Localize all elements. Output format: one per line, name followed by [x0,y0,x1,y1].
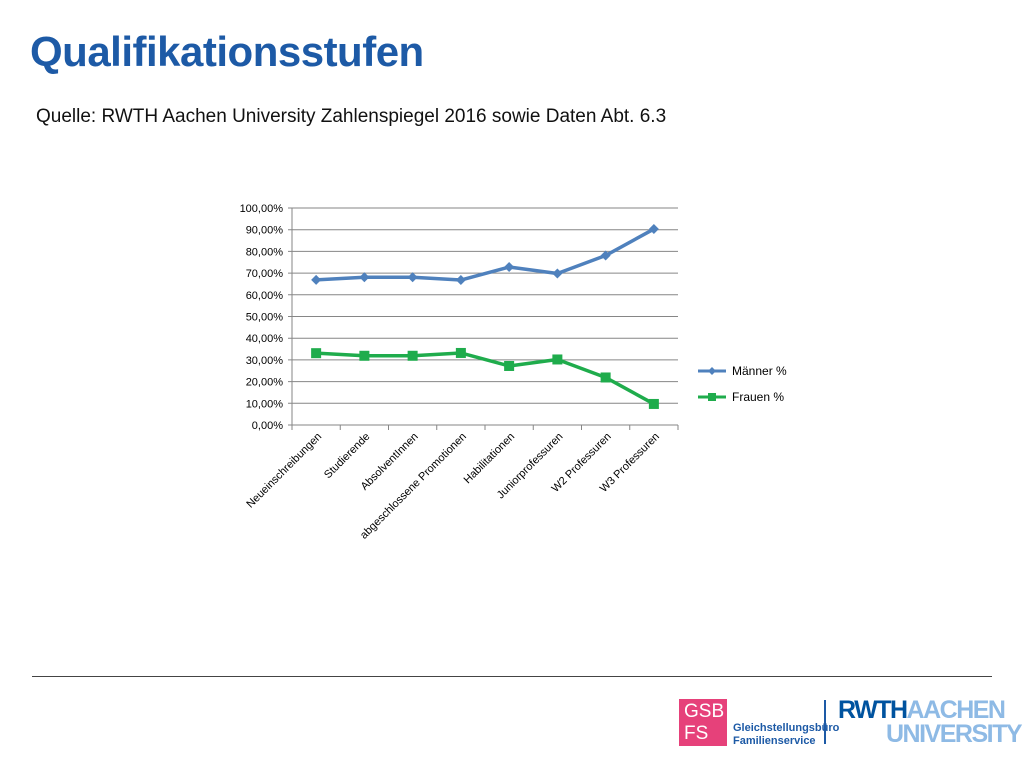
axes [291,208,679,430]
legend-marker [708,393,716,401]
footer-divider [32,676,992,677]
y-tick-label: 90,00% [246,225,284,237]
data-point [648,224,659,235]
data-point [504,262,515,273]
legend-entry: Männer % [698,364,787,378]
y-tick-label: 10,00% [246,398,284,410]
gsb-logo-line-2: FS [684,723,709,744]
y-tick-label: 20,00% [246,377,284,389]
data-point [552,354,563,365]
data-point [311,274,322,285]
line-chart: 0,00% 10,00% 20,00% 30,00% 40,00% 50,00% 60,00… [240,203,787,542]
y-tick-label: 60,00% [246,290,284,302]
data-point [455,275,466,286]
rwth-aachen-logo: RWTHAACHEN UNIVERSITY [838,696,1023,748]
x-tick-label: Studierende [322,431,372,481]
y-tick-label: 0,00% [252,420,283,432]
series-maenner [311,224,659,286]
slide-title: Qualifikationsstufen [30,28,424,75]
grid-lines [288,207,678,426]
legend-label: Frauen % [732,390,784,404]
legend: Männer % Frauen % [698,364,787,404]
gsb-name-line-1: Gleichstellungsbüro [733,722,840,734]
data-point [359,350,370,361]
logo-university: UNIVERSITY [886,720,1023,748]
x-tick-labels: NeueinschreibungenStudierendeAbsolventIn… [244,431,662,542]
legend-entry: Frauen % [698,390,784,404]
y-tick-label: 80,00% [246,246,284,258]
x-tick-label: abgeschlossene Promotionen [358,431,469,542]
y-tick-labels: 0,00% 10,00% 20,00% 30,00% 40,00% 50,00% 60,00… [240,203,284,432]
source-note: Quelle: RWTH Aachen University Zahlenspi… [36,106,667,127]
data-point [311,348,322,359]
data-point [648,398,659,409]
series-frauen [311,347,659,409]
legend-marker [708,367,716,375]
y-tick-label: 70,00% [246,268,284,280]
x-tick-label: Neueinschreibungen [244,431,324,511]
y-tick-label: 30,00% [246,355,284,367]
gsb-logo-line-1: GSB [684,701,725,722]
data-point [407,272,418,283]
legend-label: Männer % [732,364,787,378]
y-tick-label: 40,00% [246,333,284,345]
series-line [316,227,655,282]
data-point [504,360,515,371]
logo-aachen: AACHEN [906,696,1006,724]
y-tick-label: 100,00% [240,203,284,215]
data-point [552,268,563,279]
series-line [316,351,655,406]
logo-separator [824,700,826,744]
data-point [359,272,370,283]
gsb-name: Gleichstellungsbüro Familienservice [733,722,839,748]
gsb-name-line-2: Familienservice [733,735,816,747]
series [311,224,659,409]
gsb-logo: GSB FS [679,699,727,746]
data-point [455,347,466,358]
data-point [600,372,611,383]
data-point [600,250,611,261]
data-point [407,350,418,361]
y-tick-label: 50,00% [246,312,284,324]
logo-rwth: RWTH [838,696,908,724]
